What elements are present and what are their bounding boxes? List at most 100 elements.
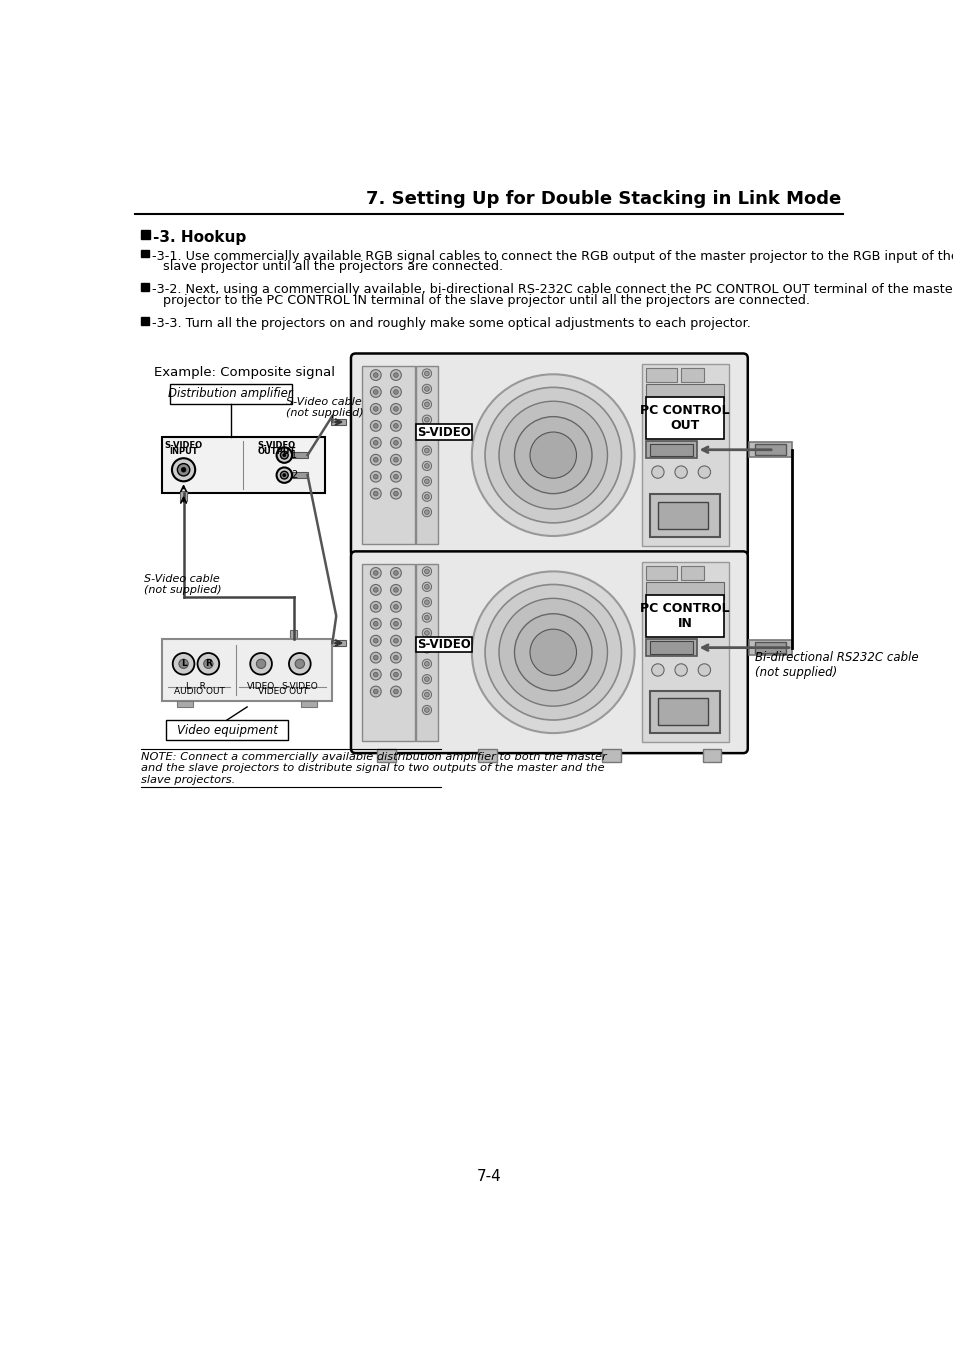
Circle shape	[422, 430, 431, 439]
Bar	[141, 317, 149, 325]
Bar	[680, 368, 703, 381]
Circle shape	[422, 415, 431, 425]
Circle shape	[530, 431, 576, 479]
Circle shape	[394, 588, 397, 592]
Circle shape	[373, 373, 377, 377]
Text: 7-4: 7-4	[476, 1169, 500, 1184]
Bar	[754, 445, 785, 456]
Circle shape	[424, 433, 429, 437]
Bar	[179, 491, 187, 500]
Circle shape	[514, 417, 592, 493]
Bar	[645, 639, 696, 656]
Text: AUDIO OUT: AUDIO OUT	[173, 687, 224, 696]
Circle shape	[177, 464, 190, 476]
Circle shape	[172, 652, 194, 674]
Circle shape	[373, 441, 377, 445]
Circle shape	[390, 619, 401, 630]
Circle shape	[498, 402, 607, 510]
Circle shape	[373, 689, 377, 694]
Circle shape	[373, 407, 377, 411]
Circle shape	[651, 663, 663, 677]
Circle shape	[390, 421, 401, 431]
Circle shape	[276, 468, 292, 483]
Circle shape	[370, 601, 381, 612]
FancyBboxPatch shape	[351, 353, 747, 557]
Bar	[292, 452, 307, 458]
Circle shape	[698, 663, 710, 677]
Bar	[658, 501, 707, 528]
Circle shape	[424, 708, 429, 712]
Text: VIDEO: VIDEO	[247, 682, 274, 690]
Text: slave projector until all the projectors are connected.: slave projector until all the projectors…	[162, 260, 502, 274]
Circle shape	[370, 369, 381, 380]
Text: R: R	[205, 659, 212, 669]
Circle shape	[394, 423, 397, 429]
Text: VIDEO OUT: VIDEO OUT	[257, 687, 308, 696]
Circle shape	[424, 479, 429, 484]
Text: PC CONTROL
IN: PC CONTROL IN	[639, 601, 729, 630]
Circle shape	[370, 619, 381, 630]
Bar	[331, 419, 346, 425]
Circle shape	[373, 588, 377, 592]
Circle shape	[472, 375, 634, 537]
Bar	[748, 442, 791, 457]
Bar	[645, 582, 723, 599]
Circle shape	[424, 662, 429, 666]
Bar	[641, 562, 728, 743]
Circle shape	[424, 448, 429, 453]
Circle shape	[373, 673, 377, 677]
Text: S-VIDEO: S-VIDEO	[164, 441, 202, 449]
Circle shape	[422, 628, 431, 638]
Circle shape	[394, 673, 397, 677]
Circle shape	[422, 674, 431, 683]
Bar	[641, 364, 728, 546]
Circle shape	[373, 423, 377, 429]
Circle shape	[394, 655, 397, 661]
Bar	[292, 472, 307, 479]
Bar	[301, 701, 316, 706]
Text: S-VIDEO: S-VIDEO	[281, 682, 318, 690]
Text: 1: 1	[291, 450, 297, 460]
Text: S-VIDEO: S-VIDEO	[416, 426, 471, 438]
Circle shape	[484, 585, 620, 720]
Circle shape	[390, 585, 401, 596]
Circle shape	[370, 652, 381, 663]
Circle shape	[390, 686, 401, 697]
Text: S-Video cable
(not supplied): S-Video cable (not supplied)	[144, 574, 221, 596]
Circle shape	[422, 492, 431, 501]
Circle shape	[698, 466, 710, 479]
Circle shape	[179, 659, 188, 669]
Bar	[645, 384, 723, 402]
FancyBboxPatch shape	[351, 551, 747, 754]
Circle shape	[424, 631, 429, 635]
Text: Distribution amplifier: Distribution amplifier	[169, 387, 293, 400]
Text: NOTE: Connect a commercially available distribution amplifier to both the master: NOTE: Connect a commercially available d…	[141, 752, 606, 785]
Bar	[477, 748, 497, 763]
Circle shape	[373, 474, 377, 479]
Circle shape	[373, 655, 377, 661]
Circle shape	[256, 659, 266, 669]
Text: 7. Setting Up for Double Stacking in Link Mode: 7. Setting Up for Double Stacking in Lin…	[366, 190, 841, 208]
Bar	[162, 639, 332, 701]
Circle shape	[422, 705, 431, 714]
Circle shape	[422, 613, 431, 623]
Circle shape	[373, 457, 377, 462]
Circle shape	[422, 644, 431, 652]
Circle shape	[373, 621, 377, 625]
Circle shape	[394, 604, 397, 609]
Circle shape	[424, 464, 429, 468]
Text: L: L	[180, 659, 186, 669]
Circle shape	[424, 387, 429, 391]
Circle shape	[424, 646, 429, 651]
Circle shape	[280, 452, 288, 458]
Circle shape	[422, 384, 431, 394]
Circle shape	[250, 652, 272, 674]
Circle shape	[390, 454, 401, 465]
Text: -3-1. Use commercially available RGB signal cables to connect the RGB output of : -3-1. Use commercially available RGB sig…	[152, 249, 953, 263]
Bar	[649, 642, 692, 654]
Circle shape	[674, 663, 686, 677]
Bar	[290, 630, 297, 639]
Circle shape	[370, 454, 381, 465]
Circle shape	[394, 441, 397, 445]
Bar	[416, 365, 437, 545]
